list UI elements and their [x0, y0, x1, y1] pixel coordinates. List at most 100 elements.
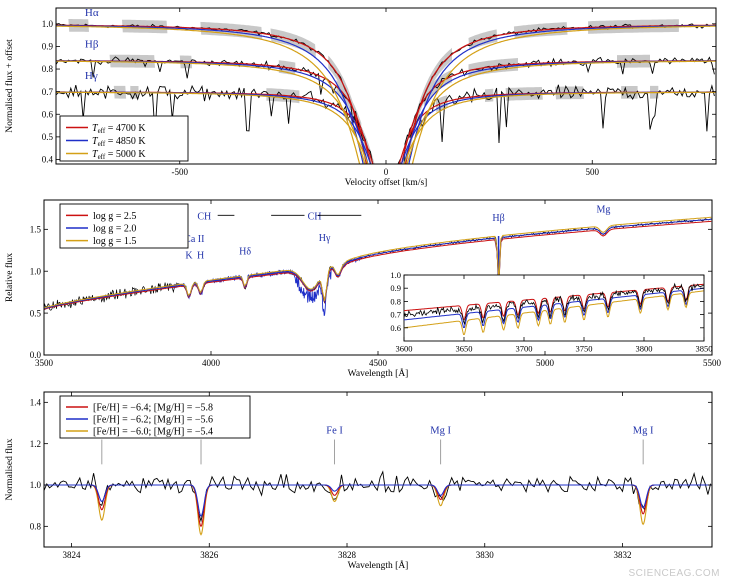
- feature-label: Hδ: [239, 246, 251, 257]
- model-profile: [56, 25, 716, 164]
- panel2-xtick-label: 5500: [703, 358, 722, 368]
- panel1-ytick-label: 0.9: [42, 42, 54, 52]
- line-label: Hα: [85, 7, 99, 19]
- panel2-xtick-label: 5000: [536, 358, 555, 368]
- panel1-xtick-label: -500: [172, 167, 189, 177]
- panel3-ytick-label: 0.8: [30, 521, 42, 531]
- feature-label: Hβ: [492, 213, 504, 224]
- feature-label: Mg: [596, 205, 610, 216]
- panel1-legend-label: Teff = 4700 K: [92, 123, 146, 135]
- model-profile: [56, 91, 716, 164]
- observed-spectrum-zoom: [44, 470, 712, 523]
- feature-label: Ca II: [184, 234, 204, 245]
- inset-ytick-label: 1.0: [390, 270, 401, 280]
- panel2-ytick-label: 0.5: [30, 308, 42, 318]
- panel1-ytick-label: 0.8: [42, 64, 54, 74]
- panel1-ytick-label: 0.4: [42, 155, 54, 165]
- inset-xtick-label: 3750: [576, 344, 593, 354]
- panel2-xtick-label: 4000: [202, 358, 221, 368]
- panel1-ytick-label: 0.7: [42, 87, 54, 97]
- panel3-xtick-label: 3824: [63, 550, 82, 560]
- panel3-ylabel: Normalised flux: [4, 438, 15, 500]
- panel1-xlabel: Velocity offset [km/s]: [345, 177, 428, 188]
- panel1-legend-label: Teff = 4850 K: [92, 136, 146, 148]
- inset-ytick-label: 0.7: [390, 310, 401, 320]
- model-spectrum: [44, 220, 712, 311]
- panel2-xtick-label: 4500: [369, 358, 388, 368]
- inset-frame: [403, 274, 705, 342]
- line-label: Hβ: [85, 39, 99, 51]
- model-spectrum-zoom: [44, 484, 712, 517]
- panel2-xlabel: Wavelength [Å]: [348, 367, 409, 379]
- panel2-legend-label: log g = 2.5: [93, 211, 136, 222]
- feature-label: H: [197, 251, 204, 262]
- panel2-xtick-label: 3500: [35, 358, 54, 368]
- panel3-ytick-label: 1.0: [30, 480, 42, 490]
- inset-ytick-label: 0.8: [390, 296, 401, 306]
- feature-label: CH: [197, 211, 211, 222]
- inset-spectrum: [404, 290, 704, 335]
- inset-spectrum: [404, 283, 704, 320]
- inset-spectrum: [404, 282, 704, 326]
- model-spectrum-zoom: [44, 484, 712, 536]
- panel3-plot-area: [44, 470, 712, 536]
- inset-ytick-label: 0.9: [390, 283, 401, 293]
- panel2-plot-area: [44, 216, 712, 317]
- line-id-label: Fe I: [326, 425, 343, 436]
- panel2-legend-label: log g = 1.5: [93, 236, 136, 247]
- model-profile: [56, 60, 716, 164]
- panel3-ytick-label: 1.4: [30, 397, 42, 407]
- panel2-ytick-label: 1.5: [30, 224, 42, 234]
- model-profile: [56, 24, 716, 164]
- inset-xtick-label: 3800: [636, 344, 653, 354]
- panel3-legend-label: [Fe/H] = −6.2; [Mg/H] = −5.6: [93, 415, 213, 426]
- panel3-legend-label: [Fe/H] = −6.0; [Mg/H] = −5.4: [93, 427, 213, 438]
- feature-label: CH: [308, 211, 322, 222]
- model-spectrum-zoom: [44, 484, 712, 528]
- inset-xtick-label: 3700: [516, 344, 533, 354]
- masked-band: [404, 47, 452, 164]
- inset-xtick-label: 3650: [456, 344, 473, 354]
- panel3-frame: [43, 391, 713, 548]
- inset-spectrum: [404, 287, 704, 329]
- panel3-legend-label: [Fe/H] = −6.4; [Mg/H] = −5.8: [93, 403, 213, 414]
- panel3-xtick-label: 3830: [476, 550, 495, 560]
- panel3-legend-box: [59, 395, 251, 439]
- panel1-ytick-label: 0.5: [42, 132, 54, 142]
- panel1-xtick-label: 500: [586, 167, 600, 177]
- masked-band: [468, 29, 498, 51]
- line-id-label: Mg I: [633, 425, 654, 436]
- masked-band: [200, 21, 263, 40]
- panel1-ylabel: Normalised flux + offset: [4, 39, 15, 133]
- panel3-xtick-label: 3832: [613, 550, 631, 560]
- panel2-ylabel: Relative flux: [4, 253, 15, 303]
- panel3-xlabel: Wavelength [Å]: [348, 559, 409, 571]
- inset-xtick-label: 3850: [696, 344, 713, 354]
- panel3-ytick-label: 1.2: [30, 439, 41, 449]
- feature-label: K: [185, 251, 193, 262]
- panel3-xtick-label: 3828: [338, 550, 357, 560]
- model-spectrum: [44, 218, 712, 310]
- observed-spectrum-2: [56, 84, 715, 164]
- line-label: Hγ: [85, 70, 98, 82]
- inset-ytick-label: 0.6: [390, 323, 401, 333]
- inset-xtick-label: 3600: [396, 344, 413, 354]
- panel1-legend-label: Teff = 5000 K: [92, 149, 146, 161]
- panel2-legend-label: log g = 2.0: [93, 224, 136, 235]
- panel2-ytick-label: 1.0: [30, 266, 42, 276]
- blue-region-spectrum: [170, 256, 362, 317]
- panel1-plot-area: [56, 19, 716, 164]
- inset-plot-area: [404, 282, 704, 335]
- panel2-ytick-label: 0.0: [30, 350, 42, 360]
- model-spectrum: [44, 216, 712, 309]
- line-id-label: Mg I: [430, 425, 451, 436]
- panel3-xtick-label: 3826: [200, 550, 219, 560]
- watermark: SCIENCEAG.COM: [628, 568, 720, 579]
- panel1-ytick-label: 1.0: [42, 19, 54, 29]
- panel1-xtick-label: 0: [384, 167, 389, 177]
- model-profile: [56, 25, 716, 164]
- feature-label: Hγ: [319, 233, 331, 244]
- panel1-ytick-label: 0.6: [42, 109, 54, 119]
